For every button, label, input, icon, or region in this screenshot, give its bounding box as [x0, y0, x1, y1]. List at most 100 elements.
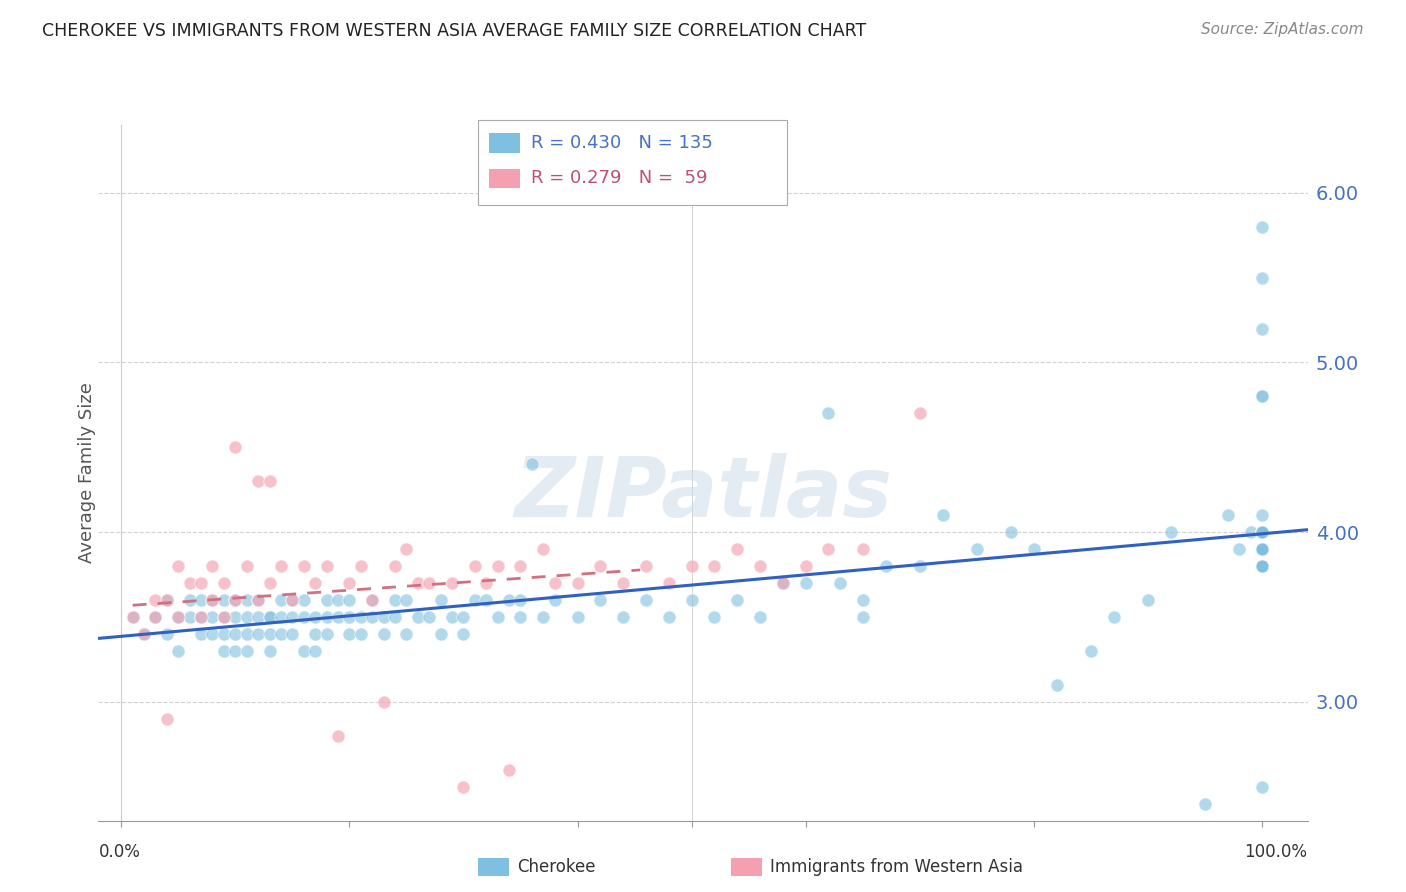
- Point: [326, 729, 349, 743]
- Point: [1227, 542, 1250, 557]
- Point: [212, 610, 235, 624]
- Point: [544, 593, 567, 607]
- Point: [132, 627, 155, 641]
- Point: [464, 593, 486, 607]
- Point: [634, 559, 657, 574]
- Point: [235, 610, 257, 624]
- Text: R = 0.279   N =  59: R = 0.279 N = 59: [531, 169, 709, 187]
- Point: [1136, 593, 1159, 607]
- Point: [190, 627, 212, 641]
- Point: [167, 559, 190, 574]
- Point: [1251, 542, 1274, 557]
- Point: [190, 593, 212, 607]
- Point: [475, 576, 498, 591]
- Point: [453, 780, 475, 794]
- Point: [361, 593, 384, 607]
- Text: ZIPatlas: ZIPatlas: [515, 453, 891, 534]
- Point: [281, 627, 304, 641]
- Point: [908, 559, 931, 574]
- Point: [794, 559, 817, 574]
- Point: [1251, 542, 1274, 557]
- Point: [259, 576, 281, 591]
- Point: [224, 440, 246, 454]
- Text: 0.0%: 0.0%: [98, 843, 141, 861]
- Point: [337, 593, 360, 607]
- Point: [1194, 797, 1216, 811]
- Point: [612, 576, 634, 591]
- Point: [190, 610, 212, 624]
- Point: [406, 576, 429, 591]
- Point: [441, 610, 464, 624]
- Point: [852, 610, 875, 624]
- Point: [190, 576, 212, 591]
- Point: [304, 576, 326, 591]
- Point: [1251, 559, 1274, 574]
- Point: [259, 644, 281, 658]
- Point: [1251, 389, 1274, 403]
- Point: [270, 559, 292, 574]
- Point: [1251, 542, 1274, 557]
- Point: [247, 475, 270, 489]
- Point: [1251, 219, 1274, 234]
- Point: [418, 576, 440, 591]
- Point: [817, 406, 839, 420]
- Point: [1239, 525, 1261, 540]
- Point: [247, 610, 270, 624]
- Point: [224, 610, 246, 624]
- Point: [156, 627, 179, 641]
- Point: [1251, 270, 1274, 285]
- Point: [486, 610, 509, 624]
- Point: [1102, 610, 1125, 624]
- Point: [453, 627, 475, 641]
- Point: [384, 559, 406, 574]
- Point: [852, 542, 875, 557]
- Point: [1251, 542, 1274, 557]
- Point: [1046, 678, 1069, 692]
- Point: [224, 627, 246, 641]
- Point: [315, 610, 337, 624]
- Point: [418, 610, 440, 624]
- Point: [179, 576, 201, 591]
- Y-axis label: Average Family Size: Average Family Size: [79, 383, 96, 563]
- Point: [361, 610, 384, 624]
- Point: [725, 542, 748, 557]
- Point: [531, 610, 554, 624]
- Point: [1251, 525, 1274, 540]
- Point: [281, 593, 304, 607]
- Point: [304, 610, 326, 624]
- Point: [270, 610, 292, 624]
- Point: [315, 627, 337, 641]
- Text: Cherokee: Cherokee: [517, 858, 596, 876]
- Point: [531, 542, 554, 557]
- Point: [373, 695, 395, 709]
- Point: [235, 593, 257, 607]
- Point: [828, 576, 851, 591]
- Point: [212, 627, 235, 641]
- Point: [498, 593, 520, 607]
- Point: [1251, 525, 1274, 540]
- Point: [212, 576, 235, 591]
- Point: [259, 610, 281, 624]
- Point: [681, 593, 703, 607]
- Point: [247, 627, 270, 641]
- Point: [1216, 508, 1239, 523]
- Point: [1080, 644, 1102, 658]
- Point: [224, 593, 246, 607]
- Point: [247, 593, 270, 607]
- Point: [1251, 542, 1274, 557]
- Point: [132, 627, 155, 641]
- Point: [634, 593, 657, 607]
- Point: [1251, 542, 1274, 557]
- Point: [772, 576, 794, 591]
- Point: [453, 610, 475, 624]
- Point: [681, 559, 703, 574]
- Point: [1251, 525, 1274, 540]
- Point: [212, 610, 235, 624]
- Point: [361, 593, 384, 607]
- Point: [703, 559, 725, 574]
- Text: Immigrants from Western Asia: Immigrants from Western Asia: [770, 858, 1024, 876]
- Point: [156, 593, 179, 607]
- Point: [326, 593, 349, 607]
- Point: [350, 610, 373, 624]
- Point: [145, 610, 167, 624]
